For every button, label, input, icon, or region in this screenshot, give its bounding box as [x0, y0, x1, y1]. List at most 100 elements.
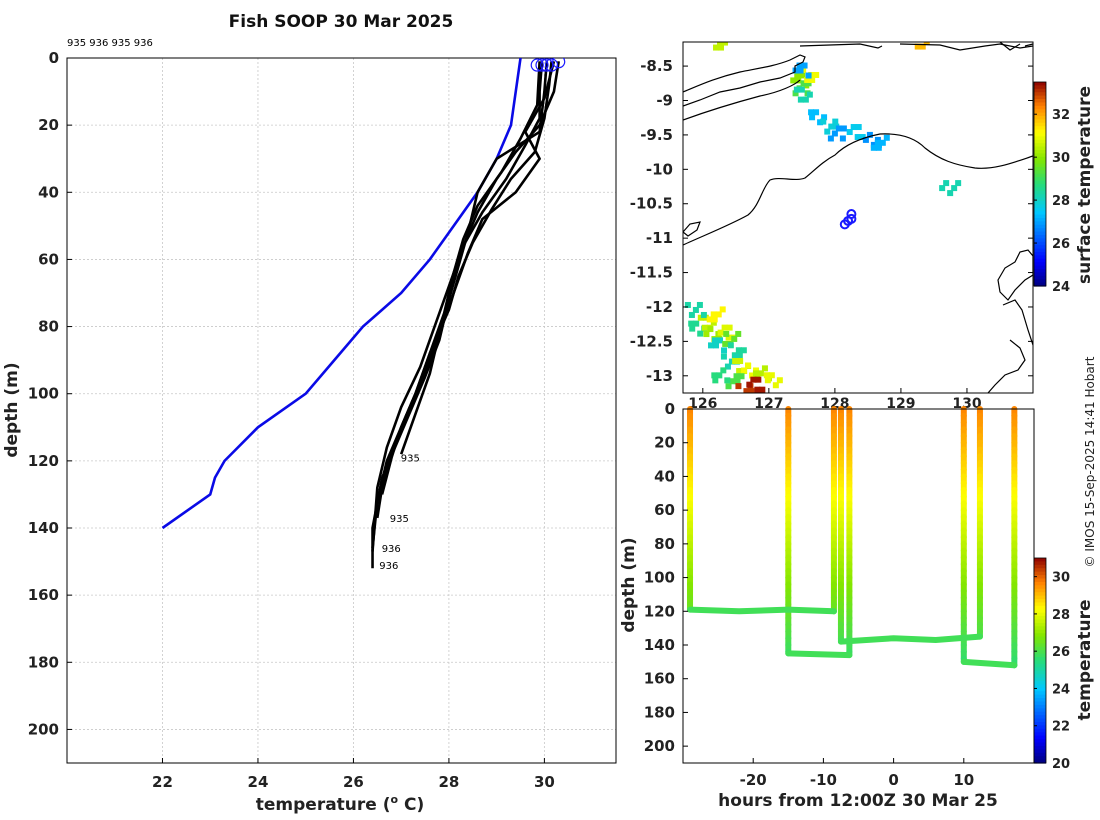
map-x-tick-label: 129: [886, 396, 915, 412]
coastline-top-right: [999, 42, 1033, 51]
sst-pixel: [761, 365, 768, 372]
sst-pixel: [776, 377, 783, 384]
map-x-tick-label: 130: [952, 396, 981, 412]
map-plot: -8.5 -9 -9.5 -10 -10.5 -11 -11.5 -12 -12.5 -13 126…: [630, 34, 1034, 412]
sst-colorbar-segment: [1034, 143, 1046, 148]
sst-pixel: [832, 118, 839, 125]
sst-pixel: [813, 71, 820, 78]
sst-pixel: [712, 377, 719, 384]
sst-pixel: [928, 34, 934, 40]
temperature-colorbar-segment: [1034, 691, 1046, 696]
temperature-colorbar-segment: [1034, 745, 1046, 750]
sst-pixel: [817, 119, 824, 126]
temperature-colorbar: 20 22 24 26 28 30: [1033, 557, 1070, 772]
sst-pixel: [831, 130, 838, 137]
x-tick-label: 24: [248, 773, 269, 791]
temperature-colorbar-segment: [1034, 561, 1046, 566]
x-tick-label: 22: [152, 773, 173, 791]
bottom-track: [837, 633, 983, 645]
temperature-colorbar-segment: [1034, 636, 1046, 641]
temperature-colorbar-tick-label: 24: [1052, 682, 1070, 697]
sst-pixel: [712, 337, 719, 344]
temperature-colorbar-segment: [1034, 749, 1046, 754]
temperature-colorbar-segment: [1034, 602, 1046, 607]
coastline-north-2: [683, 79, 801, 121]
sst-pixel: [746, 381, 753, 388]
sst-pixel: [840, 125, 847, 132]
sst-colorbar-segment: [1034, 139, 1046, 144]
x-axis-label: temperature (o C): [256, 793, 425, 815]
sst-colorbar-segment: [1034, 116, 1046, 120]
sst-pixel: [749, 372, 756, 379]
profile-line-936: [371, 61, 541, 549]
y-tick-label: 40: [38, 183, 59, 201]
sst-pixel: [693, 320, 700, 327]
sst-pixel: [711, 316, 718, 323]
sst-pixel: [763, 372, 770, 379]
temperature-colorbar-segment: [1034, 759, 1046, 764]
sst-colorbar-segment: [1034, 279, 1046, 284]
island-small: [683, 221, 701, 237]
sst-pixel: [923, 42, 930, 45]
temperature-colorbar-segment: [1034, 575, 1046, 580]
sst-pixel: [862, 136, 869, 143]
sst-pixel: [732, 358, 739, 365]
temperature-colorbar-segment: [1034, 609, 1046, 614]
temperature-colorbar-segment: [1034, 629, 1046, 634]
y-tick-label: 100: [28, 385, 59, 403]
sst-pixel: [859, 134, 866, 141]
map-ticks: -8.5 -9 -9.5 -10 -10.5 -11 -11.5 -12 -12.5 -13 126…: [630, 57, 1033, 412]
sst-pixel: [943, 180, 950, 187]
x-axis-label-main: temperature (: [256, 795, 391, 815]
sst-pixel: [820, 118, 827, 125]
profile-end-label: 936: [382, 544, 401, 555]
sst-pixel: [768, 372, 775, 379]
sst-pixel: [707, 326, 714, 333]
temperature-colorbar-segment: [1034, 619, 1046, 624]
y-tick-label: 0: [49, 49, 59, 67]
temperature-colorbar-segment: [1034, 711, 1046, 716]
sst-pixel: [739, 393, 745, 399]
sst-pixel: [684, 301, 691, 308]
y-tick-label: 180: [28, 653, 59, 671]
temperature-colorbar-segment: [1034, 643, 1046, 648]
temperature-colorbar-segment: [1034, 599, 1046, 604]
sst-pixel: [809, 114, 816, 121]
sst-pixel: [947, 190, 954, 197]
y-tick-label: 120: [28, 452, 59, 470]
sst-colorbar-segment: [1034, 163, 1046, 168]
map-y-tick-label: -13: [646, 367, 673, 385]
sst-colorbar-segment: [1034, 282, 1046, 287]
sst-pixel: [752, 370, 759, 377]
sst-pixel: [721, 347, 728, 354]
temperature-colorbar-segment: [1034, 670, 1046, 675]
sst-pixel: [951, 185, 958, 192]
section-plot: 0 20 40 60 80 100 120 140 160 180 200 -20 -10 0 10: [644, 400, 1035, 789]
sst-pixel: [734, 378, 741, 385]
temperature-colorbar-segment: [1034, 715, 1046, 720]
sst-colorbar-segment: [1034, 167, 1046, 171]
sst-colorbar-segment: [1034, 173, 1046, 178]
sst-pixel: [757, 370, 764, 377]
section-x-tick-label: -20: [740, 771, 767, 789]
map-y-tick-label: -12.5: [630, 332, 673, 350]
sst-pixel: [874, 139, 881, 146]
sst-pixel: [720, 367, 727, 374]
sst-pixel: [733, 373, 740, 380]
map-x-tick-label: 126: [688, 396, 717, 412]
temperature-colorbar-tick-label: 20: [1052, 757, 1070, 772]
sst-colorbar-segment: [1034, 207, 1046, 212]
temperature-colorbar-segment: [1034, 578, 1046, 583]
sst-colorbar-segment: [1034, 241, 1046, 246]
sst-pixel: [799, 72, 806, 79]
sst-colorbar-segment: [1034, 221, 1046, 226]
temperature-colorbar-segment: [1034, 646, 1046, 651]
temperature-colorbar-segment: [1034, 732, 1046, 737]
bottom-track: [687, 606, 837, 615]
sst-colorbar-segment: [1034, 85, 1046, 90]
coastline-south-east: [997, 249, 1033, 301]
temperature-colorbar-segment: [1034, 725, 1046, 730]
sst-pixel: [870, 144, 877, 151]
sst-colorbar-segment: [1034, 177, 1046, 182]
sst-pixel: [855, 124, 862, 131]
